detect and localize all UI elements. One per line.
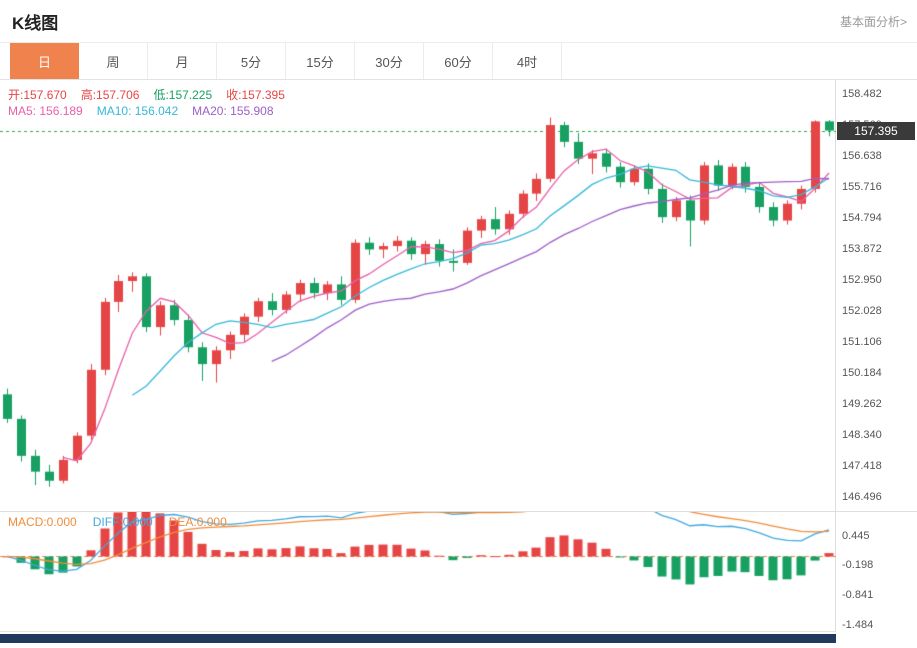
main-chart-canvas[interactable] (0, 80, 836, 511)
tab-week[interactable]: 周 (79, 43, 148, 79)
tab-30min[interactable]: 30分 (355, 43, 424, 79)
axis-tick: 152.950 (842, 274, 882, 287)
axis-tick: 155.716 (842, 181, 882, 194)
axis-tick: 151.106 (842, 336, 882, 349)
tab-5min[interactable]: 5分 (217, 43, 286, 79)
axis-tick: -0.841 (842, 589, 874, 602)
chart-area: 开:157.670 高:157.706 低:157.225 收:157.395 MA5… (0, 80, 917, 648)
axis-tick: 148.340 (842, 429, 882, 442)
axis-tick: 147.418 (842, 460, 882, 473)
axis-tick: 152.028 (842, 305, 882, 318)
header: K线图 基本面分析> (0, 0, 917, 42)
tab-day[interactable]: 日 (10, 43, 79, 79)
main-chart[interactable]: 开:157.670 高:157.706 低:157.225 收:157.395 MA5… (0, 80, 836, 511)
macd-panel[interactable]: MACD:0.000 DIFF:0.000 DEA:0.000 (0, 511, 836, 633)
axis-tick: 158.482 (842, 88, 882, 101)
tab-month[interactable]: 月 (148, 43, 217, 79)
axis-tick: -0.198 (842, 559, 874, 572)
axis-tick: -1.484 (842, 618, 874, 631)
page-title: K线图 (12, 13, 59, 33)
axis-tick: 153.872 (842, 243, 882, 256)
macd-value-axis: 0.445 -0.198 -0.841 -1.484 (836, 511, 917, 632)
axis-tick: 0.445 (842, 529, 870, 542)
fundamental-analysis-link[interactable]: 基本面分析> (839, 14, 907, 29)
scroll-bar[interactable] (0, 634, 836, 643)
tab-60min[interactable]: 60分 (424, 43, 493, 79)
tab-15min[interactable]: 15分 (286, 43, 355, 79)
axis-tick: 156.638 (842, 150, 882, 163)
timeframe-tabs: 日周月 5分 15分 30分 60分 4时 (0, 42, 917, 80)
tab-4hour[interactable]: 4时 (493, 43, 562, 79)
main-price-axis: 157.395 158.482157.560156.638155.716154.… (836, 80, 917, 511)
axis-tick: 149.262 (842, 398, 882, 411)
macd-canvas[interactable] (0, 512, 836, 633)
axis-tick: 150.184 (842, 367, 882, 380)
axis-tick: 154.794 (842, 212, 882, 225)
current-price-tag: 157.395 (837, 121, 915, 140)
axis-tick: 146.496 (842, 491, 882, 503)
